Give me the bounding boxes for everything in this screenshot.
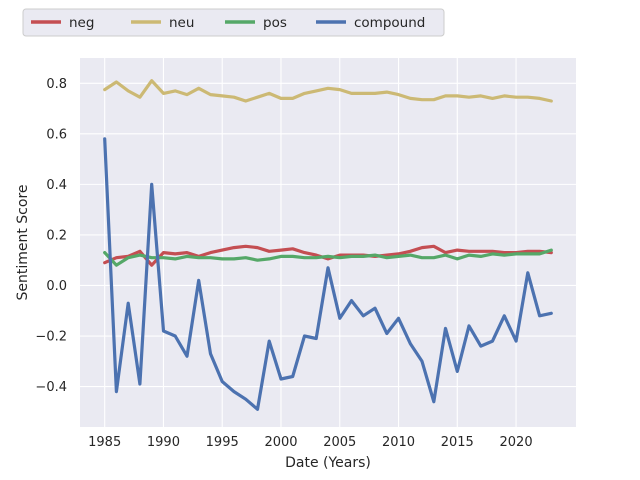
y-tick-label: −0.2 — [35, 330, 67, 345]
legend: neg neu pos compound — [22, 8, 445, 37]
legend-label-neu: neu — [169, 15, 194, 31]
series-line-compound — [103, 137, 553, 411]
y-axis-label: Sentiment Score — [15, 184, 31, 300]
x-tick-label: 2005 — [323, 435, 356, 450]
y-tick-label: 0.4 — [46, 178, 67, 193]
x-axis-ticks: 1985 1990 1995 2000 2005 2010 2015 2020 — [88, 435, 532, 450]
plot-area — [80, 58, 576, 427]
series-line-neg — [103, 244, 553, 267]
x-tick-label: 1985 — [88, 435, 121, 450]
x-tick-label: 2015 — [441, 435, 474, 450]
y-tick-label: 0.2 — [46, 228, 67, 243]
x-tick-label: 2010 — [382, 435, 415, 450]
x-tick-label: 2000 — [264, 435, 297, 450]
y-axis-ticks: −0.4 −0.2 0.0 0.2 0.4 0.6 0.8 — [35, 77, 67, 395]
legend-label-neg: neg — [69, 15, 94, 31]
series-line-pos — [103, 248, 553, 267]
legend-label-pos: pos — [263, 15, 287, 31]
y-tick-label: 0.6 — [46, 127, 67, 142]
series-line-neu — [103, 79, 553, 103]
y-tick-label: 0.8 — [46, 77, 67, 92]
legend-label-compound: compound — [354, 15, 425, 31]
x-axis-label: Date (Years) — [285, 455, 371, 471]
x-tick-label: 2020 — [500, 435, 533, 450]
series-lines — [103, 79, 553, 411]
y-tick-label: −0.4 — [35, 380, 67, 395]
x-tick-label: 1990 — [147, 435, 180, 450]
x-tick-label: 1995 — [206, 435, 239, 450]
y-tick-label: 0.0 — [46, 279, 67, 294]
